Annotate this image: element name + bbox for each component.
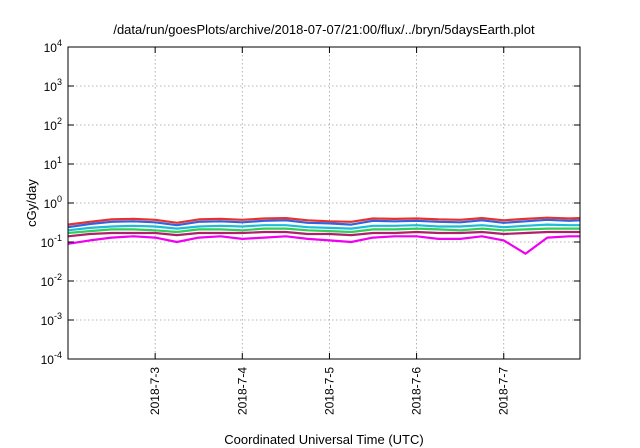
y-tick-label: 10-4 bbox=[41, 350, 62, 367]
x-tick-label: 2018-7-5 bbox=[322, 367, 336, 415]
series-line-1 bbox=[67, 216, 581, 226]
series-group bbox=[67, 216, 581, 255]
y-tick-label: 104 bbox=[44, 38, 62, 55]
series-line-4 bbox=[67, 227, 580, 235]
y-tick-label: 10-3 bbox=[41, 311, 62, 328]
series-line-6 bbox=[67, 235, 580, 255]
y-tick-labels: 10-4 10-3 10-2 10-1 100 101 102 103 104 bbox=[41, 38, 62, 367]
y-axis-label: cGy/day bbox=[24, 179, 39, 227]
x-tick-label: 2018-7-3 bbox=[148, 367, 162, 415]
x-axis-label: Coordinated Universal Time (UTC) bbox=[224, 432, 423, 447]
y-tick-label: 10-2 bbox=[41, 272, 62, 289]
chart-title: /data/run/goesPlots/archive/2018-07-07/2… bbox=[113, 22, 535, 37]
series-line-5 bbox=[67, 230, 580, 238]
series-line-2 bbox=[67, 218, 581, 229]
axis-ticks bbox=[68, 46, 580, 360]
y-tick-label: 10-1 bbox=[41, 233, 62, 250]
grid bbox=[68, 47, 580, 359]
y-tick-label: 103 bbox=[44, 77, 62, 94]
x-tick-label: 2018-7-6 bbox=[410, 367, 424, 415]
y-tick-label: 100 bbox=[44, 194, 62, 211]
y-tick-label: 102 bbox=[44, 116, 62, 133]
x-tick-labels: 2018-7-3 2018-7-4 2018-7-5 2018-7-6 2018-7-7 bbox=[148, 367, 511, 415]
y-tick-label: 101 bbox=[44, 155, 62, 172]
series-line-3 bbox=[67, 223, 580, 232]
x-tick-label: 2018-7-4 bbox=[235, 367, 249, 415]
x-tick-label: 2018-7-7 bbox=[497, 367, 511, 415]
